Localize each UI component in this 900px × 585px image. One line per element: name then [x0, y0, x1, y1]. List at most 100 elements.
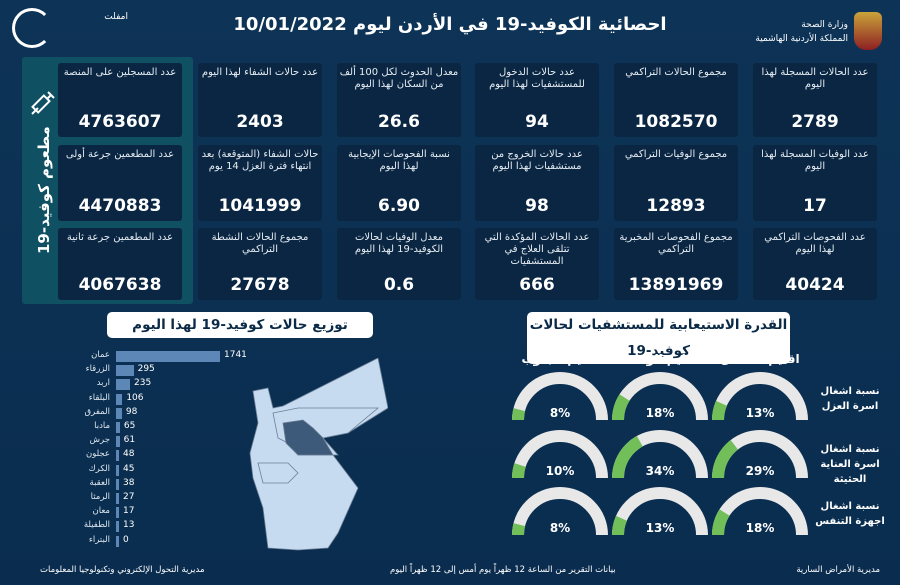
gauge: 18% [711, 487, 808, 537]
stat-label: حالات الشفاء (المتوقعة) بعد انتهاء فترة … [201, 149, 319, 172]
gauge-percent: 18% [645, 406, 675, 420]
vaccine-card-label: عدد المسجلين على المنصة [63, 67, 177, 78]
vaccine-card: عدد المطعمين جرعة أولى 4470883 [58, 145, 182, 221]
bar [116, 379, 131, 391]
bar-value: 0 [123, 534, 129, 545]
bar [116, 521, 119, 533]
distribution-title: توزيع حالات كوفيد-19 لهذا اليوم [107, 312, 373, 338]
stat-label: عدد الوفيات المسجلة لهذا اليوم [761, 149, 869, 172]
stat-card: مجموع الحالات التراكمي 1082570 [614, 63, 738, 137]
bar-label: عجلون [85, 449, 110, 460]
ministry-line1: وزارة الصحة [801, 20, 848, 30]
bar-row: معان 17 [56, 506, 266, 519]
stat-card: عدد الفحوصات التراكمي لهذا اليوم 40424 [753, 228, 877, 300]
bar-row: الكرك 45 [56, 464, 266, 477]
stat-value: 0.6 [383, 275, 415, 295]
bar-value: 98 [125, 406, 138, 417]
stat-label: عدد حالات الدخول للمستشفيات لهذا اليوم [489, 67, 585, 90]
bar-label: البلقاء [88, 392, 110, 403]
logo-icon [12, 8, 52, 48]
bar-value: 1741 [224, 350, 247, 360]
stat-label: مجموع الحالات النشطة التراكمي [211, 232, 309, 255]
crest-icon [854, 12, 882, 50]
bar-row: اربد 235 [56, 378, 266, 391]
stat-value: 12893 [646, 196, 706, 216]
stat-label: عدد حالات الخروج من مستشفيات لهذا اليوم [491, 149, 583, 172]
gauge-track [512, 372, 608, 421]
gauge-percent: 29% [745, 464, 775, 478]
bar-label: الكرك [88, 463, 110, 474]
stat-value: 98 [525, 196, 549, 216]
gauge-fill [712, 400, 728, 421]
gauge: 8% [511, 372, 608, 422]
stat-label: مجموع الفحوصات المخبرية التراكمي [619, 232, 733, 255]
bar-label: العقبة [89, 477, 110, 488]
logo-text: امفلت [104, 12, 128, 22]
bar-label: الطفيلة [83, 520, 110, 531]
bar-label: الرمثا [90, 492, 110, 502]
footer-center: بيانات التقرير من الساعة 12 ظهراً يوم أم… [390, 565, 616, 575]
bar [116, 351, 220, 362]
stat-card: عدد حالات الخروج من مستشفيات لهذا اليوم 9… [475, 145, 599, 221]
gauge-percent: 8% [549, 406, 571, 420]
bar-value: 13 [123, 520, 135, 531]
bar-value: 38 [123, 477, 135, 488]
jordan-map [249, 358, 388, 551]
stat-value: 1041999 [218, 196, 302, 216]
region-header: اقليم الشمال [720, 352, 800, 366]
bar [116, 493, 119, 504]
stat-card: عدد الحالات المؤكدة التي تتلقى العلاج في… [475, 228, 599, 300]
bar [116, 535, 119, 547]
vaccine-card-label: عدد المطعمين جرعة ثانية [66, 232, 174, 243]
stat-label: مجموع الحالات التراكمي [625, 67, 727, 78]
gauge-percent: 8% [549, 521, 571, 535]
stat-card: معدل الحدوث لكل 100 ألف من السكان لهذا ا… [337, 63, 461, 137]
bar-label: البتراء [88, 534, 110, 545]
stat-label: عدد الحالات المؤكدة التي تتلقى العلاج في… [484, 232, 590, 267]
gauge-percent: 13% [645, 521, 675, 535]
stat-card: عدد الحالات المسجلة لهذا اليوم 2789 [753, 63, 877, 137]
stat-value: 2403 [236, 112, 284, 132]
stat-value: 26.6 [378, 112, 420, 132]
gauge-fill [512, 463, 526, 479]
bar [116, 393, 123, 405]
gauge: 13% [612, 487, 708, 537]
gauge-percent: 10% [545, 464, 575, 478]
capacity-title: القدرة الاستيعابية للمستشفيات لحالات كوف… [527, 312, 790, 364]
gauge: 13% [712, 372, 808, 422]
gauge-percent: 13% [745, 406, 775, 420]
bar-row: الرمثا 27 [56, 492, 266, 505]
gauge-percent: 34% [645, 464, 675, 478]
stat-card: معدل الوفيات لحالات الكوفيد-19 لهذا اليو… [337, 228, 461, 300]
stat-value: 40424 [785, 275, 845, 295]
footer-left: مديرية التحول الإلكتروني وتكنولوجيا المع… [40, 565, 205, 575]
stat-card: نسبة الفحوصات الإيجابية لهذا اليوم 6.90 [337, 145, 461, 221]
stat-value: 2789 [791, 112, 839, 132]
gauge-percent: 18% [745, 521, 775, 535]
bar-label: عمان [91, 350, 110, 360]
bar [116, 422, 120, 433]
stat-card: حالات الشفاء (المتوقعة) بعد انتهاء فترة … [198, 145, 322, 221]
capacity-row-label: نسبة اشغال اسرة العزل [820, 386, 880, 412]
capacity-row-label: نسبة اشغال اجهزة التنفس [815, 501, 885, 527]
vaccine-card: عدد المسجلين على المنصة 4763607 [58, 63, 182, 137]
bar-label: جرش [89, 435, 110, 446]
stat-label: مجموع الوفيات التراكمي [624, 149, 728, 160]
stat-label: نسبة الفحوصات الإيجابية لهذا اليوم [348, 149, 450, 172]
gauge-fill [711, 509, 730, 536]
gauge: 8% [511, 487, 608, 537]
bar-row: العقبة 38 [56, 478, 266, 491]
bar-value: 235 [134, 378, 152, 389]
footer-right: مديرية الأمراض السارية [796, 565, 880, 575]
bar-label: المفرق [84, 406, 110, 417]
stat-label: عدد الحالات المسجلة لهذا اليوم [761, 67, 869, 90]
stat-card: عدد حالات الدخول للمستشفيات لهذا اليوم 94 [475, 63, 599, 137]
gauge-track [512, 430, 608, 479]
stat-value: 13891969 [628, 275, 724, 295]
bar-row: المفرق 98 [56, 407, 266, 420]
gauge-track [712, 372, 808, 421]
bar [116, 464, 119, 476]
ministry-name: وزارة الصحة المملكة الأردنية الهاشمية [755, 18, 848, 46]
page-title: احصائية الكوفيد-19 في الأردن ليوم 10/01/… [233, 14, 667, 35]
bar-row: عجلون 48 [56, 449, 266, 462]
